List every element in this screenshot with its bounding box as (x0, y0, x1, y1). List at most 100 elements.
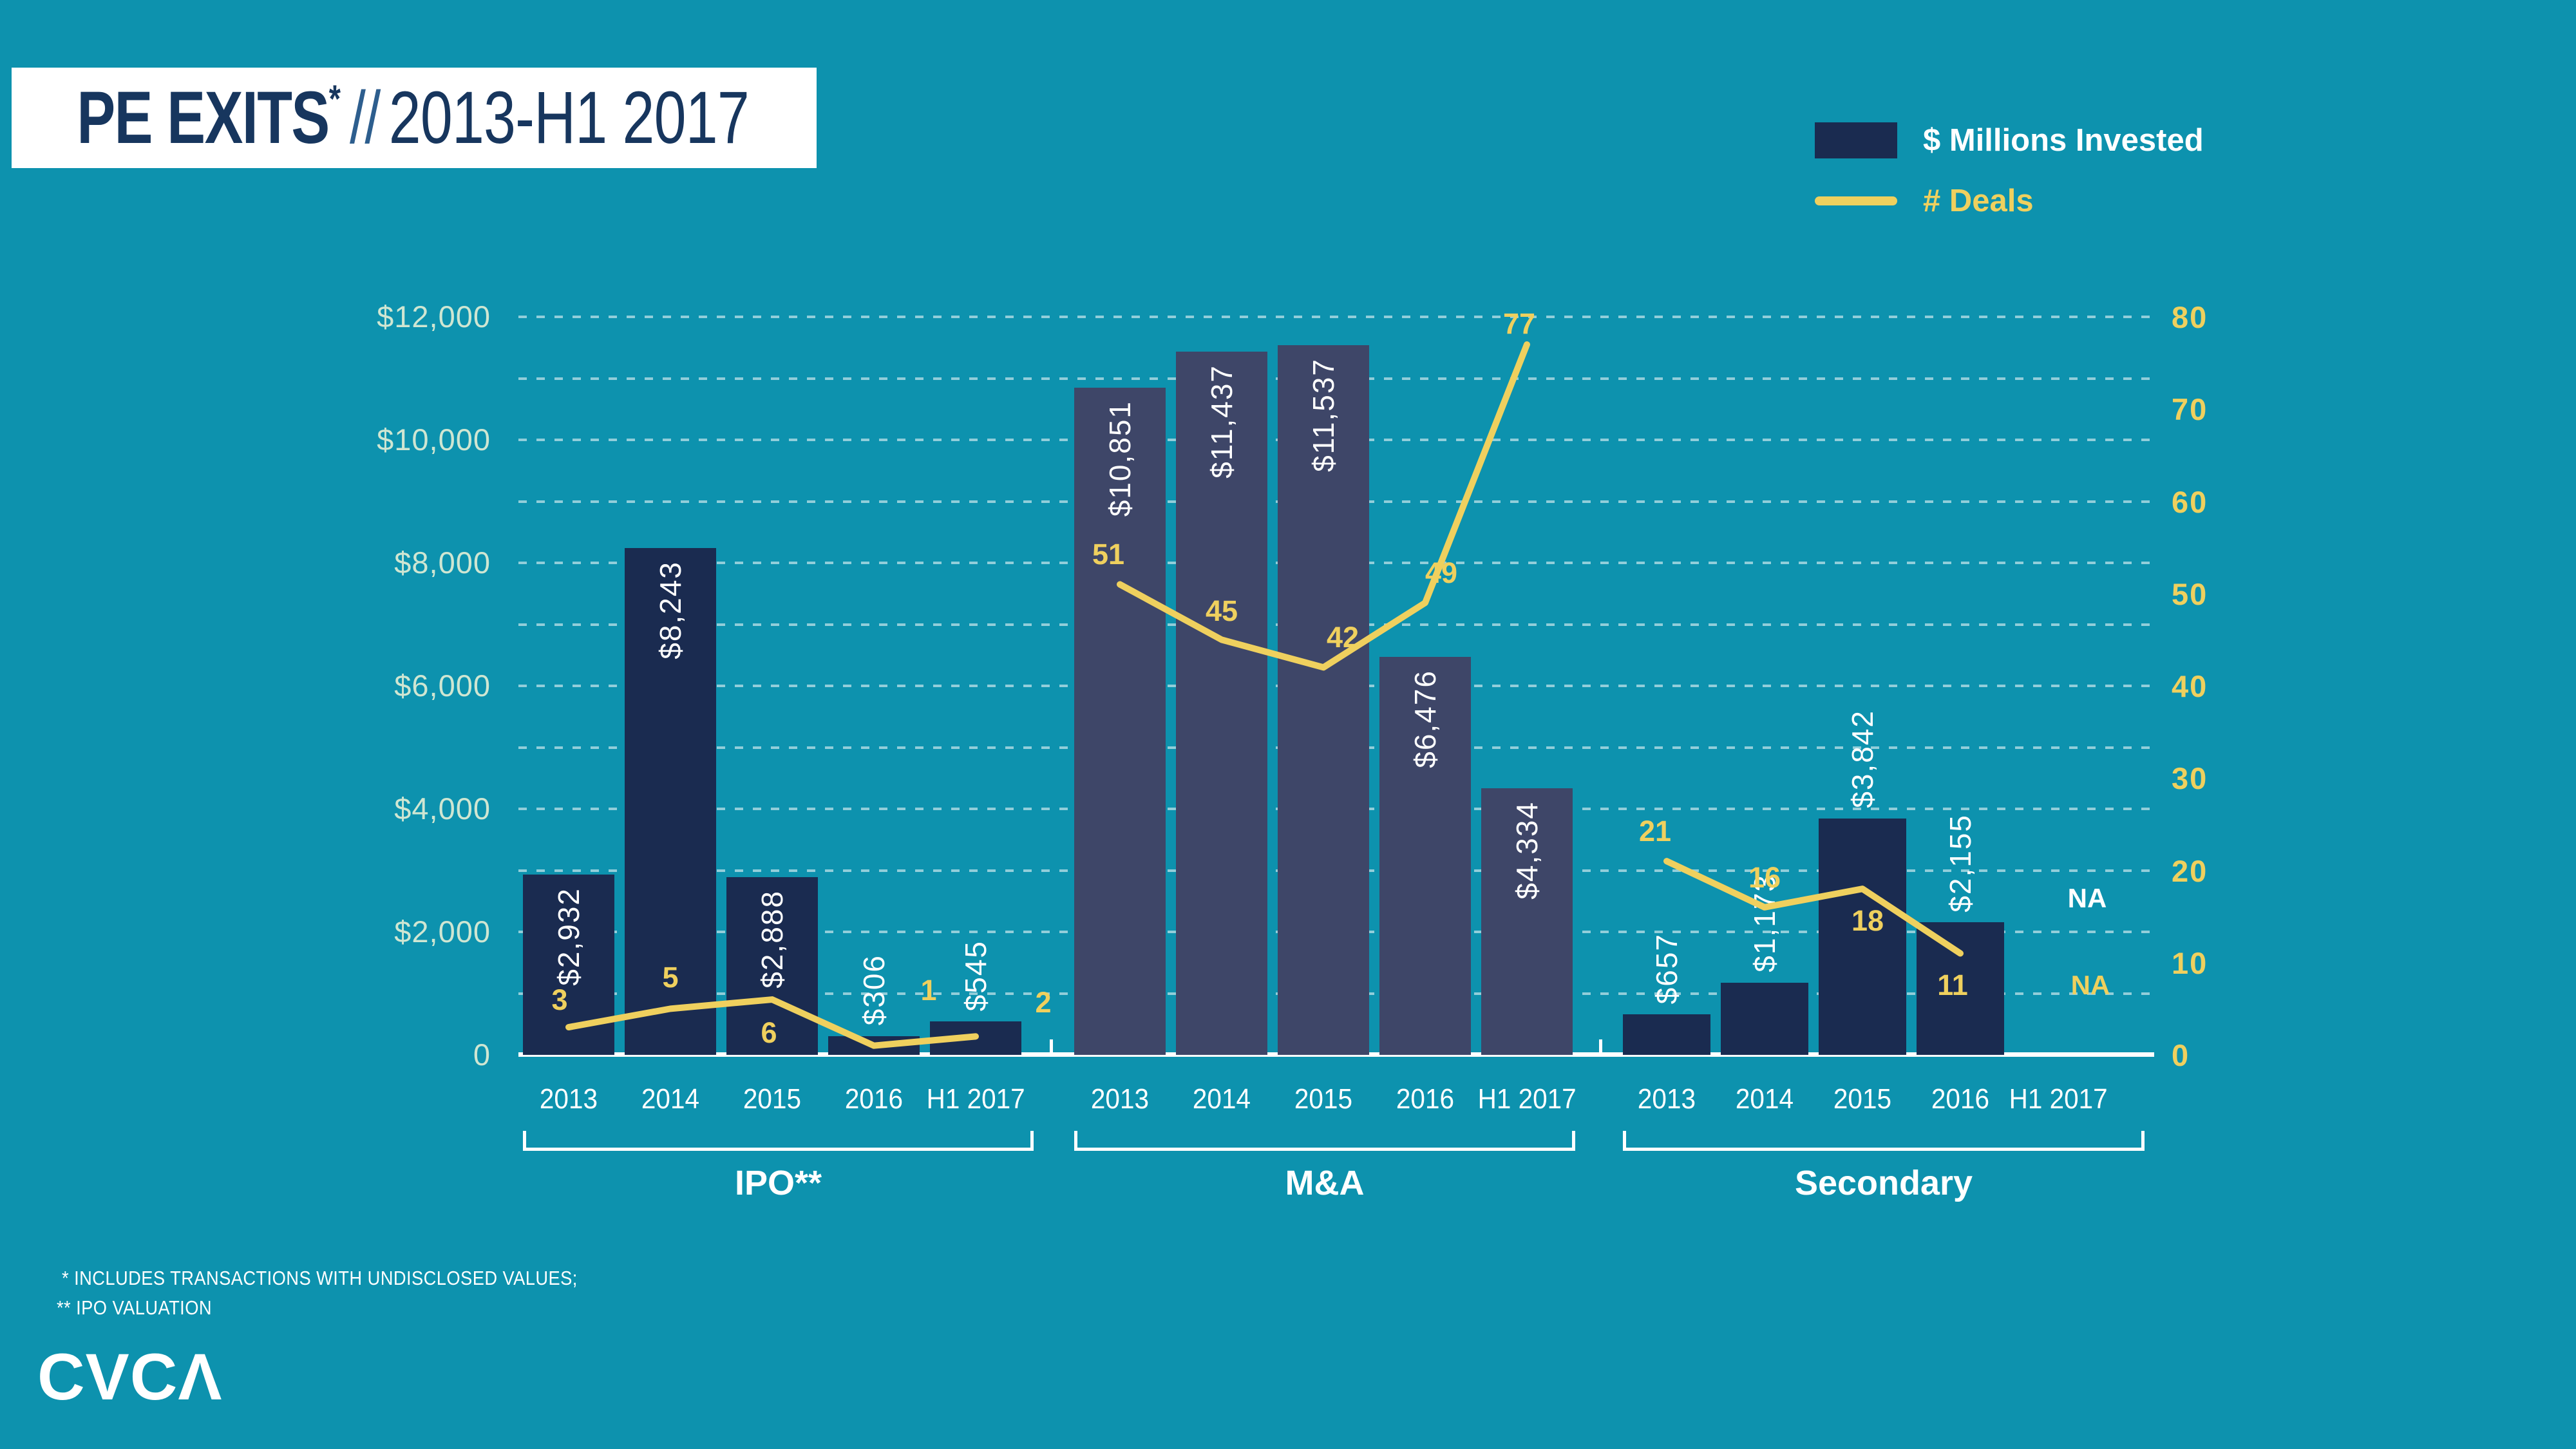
footnotes: * INCLUDES TRANSACTIONS WITH UNDISCLOSED… (57, 1264, 578, 1323)
bar-value-text: $2,888 (755, 890, 789, 989)
deal-count-text: 49 (1425, 556, 1458, 590)
x-tick-2015: 2015 (708, 1083, 837, 1115)
bar-value-label: $2,888 (726, 890, 818, 989)
x-tick-label: 2014 (641, 1083, 700, 1115)
bar-secondary-2013 (1623, 1014, 1710, 1055)
x-tick-label: H1 2017 (1477, 1083, 1577, 1115)
bar-value-text: $10,851 (1103, 400, 1137, 516)
right-axis-tick-60: 60 (2172, 484, 2208, 519)
footnote-2: ** IPO VALUATION (57, 1296, 213, 1319)
legend-deals-label: # Deals (1923, 184, 2034, 218)
deal-count-label: 16 (1719, 861, 1810, 895)
x-tick-label: H1 2017 (926, 1083, 1025, 1115)
bar-value-text: $11,537 (1307, 358, 1340, 473)
right-axis-tick-80: 80 (2172, 300, 2208, 334)
bar-value-text: $8,243 (654, 560, 687, 659)
title-asterisk: * (328, 77, 341, 120)
x-tick-2013: 2013 (1056, 1083, 1184, 1115)
deal-count-text: 11 (1937, 969, 1968, 1002)
x-tick-label: 2015 (1833, 1083, 1892, 1115)
legend-row-invested: $ Millions Invested (1815, 122, 2204, 158)
right-axis-tick-30: 30 (2172, 761, 2208, 796)
deal-count-text: 3 (551, 983, 568, 1017)
bar-ipo-H12017 (930, 1021, 1021, 1055)
x-tick-2015: 2015 (1798, 1083, 1927, 1115)
group-bracket-ma (1074, 1131, 1575, 1151)
left-axis-tick-0: 0 (473, 1037, 491, 1072)
group-label-text: IPO** (734, 1164, 822, 1202)
deal-count-text: 6 (761, 1016, 777, 1050)
x-tick-2013: 2013 (1602, 1083, 1731, 1115)
title-main: PE EXITS (77, 77, 330, 159)
bar-ipo-2014 (625, 547, 716, 1055)
x-tick-label: 2013 (539, 1083, 598, 1115)
left-axis-tick-12000: $12,000 (377, 299, 491, 334)
bar-value-label: $10,851 (1074, 401, 1166, 516)
left-axis-tick-6000: $6,000 (394, 668, 491, 703)
right-axis-tick-0: 0 (2172, 1038, 2190, 1072)
deal-count-label: 49 (1396, 556, 1486, 590)
x-tick-H12017: H1 2017 (911, 1083, 1040, 1115)
deal-count-text: 77 (1502, 307, 1536, 340)
bar-value-label: $2,155 (1917, 814, 2004, 913)
right-axis-tick-10: 10 (2172, 945, 2208, 980)
line-swatch-icon (1815, 196, 1897, 205)
axis-separator-tick-2 (1599, 1039, 1602, 1052)
bar-value-text: $11,437 (1205, 364, 1238, 478)
x-tick-label: 2016 (844, 1083, 904, 1115)
bar-ma-2016 (1379, 656, 1471, 1055)
deal-count-label: 2 (998, 986, 1088, 1019)
x-tick-2014: 2014 (1157, 1083, 1286, 1115)
bar-value-text: $657 (1650, 933, 1683, 1005)
deal-count-text: 2 (1035, 986, 1052, 1019)
bar-value-label: $11,437 (1176, 365, 1267, 478)
bar-value-label: $8,243 (625, 561, 716, 659)
x-tick-label: H1 2017 (2009, 1083, 2108, 1115)
cvca-logo: CVCΛ (37, 1340, 223, 1414)
bar-value-text: $3,842 (1846, 710, 1879, 809)
title-range: 2013-H1 2017 (388, 77, 750, 159)
bar-value-text: $2,155 (1944, 813, 1977, 913)
bar-value-text: $545 (959, 940, 992, 1011)
x-tick-2016: 2016 (1896, 1083, 2025, 1115)
group-label-ipo: IPO** (650, 1163, 907, 1203)
na-deals-label: NA (2070, 970, 2110, 1000)
legend: $ Millions Invested # Deals (1815, 122, 2204, 243)
x-tick-2013: 2013 (504, 1083, 633, 1115)
bar-value-label: $2,932 (523, 887, 614, 986)
bar-value-label: $4,334 (1481, 801, 1573, 900)
right-axis-tick-40: 40 (2172, 669, 2208, 703)
deal-count-label: 18 (1823, 904, 1913, 938)
x-tick-label: 2015 (1294, 1083, 1353, 1115)
group-bracket-ipo (523, 1131, 1034, 1151)
bar-swatch-icon (1815, 122, 1897, 158)
x-tick-2016: 2016 (810, 1083, 938, 1115)
deal-count-label: 21 (1610, 815, 1700, 848)
bar-ma-H12017 (1481, 788, 1573, 1055)
gridline-12000 (518, 316, 2151, 318)
deal-count-text: 5 (662, 961, 679, 994)
deal-count-text: 45 (1205, 594, 1238, 628)
x-tick-label: 2015 (743, 1083, 802, 1115)
deal-count-text: 16 (1748, 860, 1781, 894)
bar-ipo-2016 (828, 1036, 920, 1055)
left-axis-tick-8000: $8,000 (394, 545, 491, 580)
bar-value-label: $3,842 (1819, 710, 1906, 808)
deal-count-label: 3 (515, 983, 605, 1017)
page-title: PE EXITS*//2013-H1 2017 (12, 75, 749, 160)
deal-count-label: 42 (1298, 621, 1388, 654)
right-axis-tick-50: 50 (2172, 576, 2208, 611)
deal-count-text: 42 (1326, 621, 1359, 654)
bar-value-label: $6,476 (1379, 670, 1471, 768)
x-tick-label: 2016 (1396, 1083, 1455, 1115)
deal-count-text: 18 (1851, 904, 1884, 938)
bar-value-label: $657 (1623, 933, 1710, 1004)
bar-value-text: $6,476 (1408, 669, 1442, 768)
left-axis-tick-2000: $2,000 (394, 914, 491, 949)
deal-count-label: 45 (1177, 594, 1267, 628)
legend-row-deals: # Deals (1815, 183, 2204, 219)
axis-separator-tick-1 (1050, 1039, 1053, 1052)
right-axis-tick-20: 20 (2172, 853, 2208, 888)
x-tick-label: 2014 (1735, 1083, 1794, 1115)
